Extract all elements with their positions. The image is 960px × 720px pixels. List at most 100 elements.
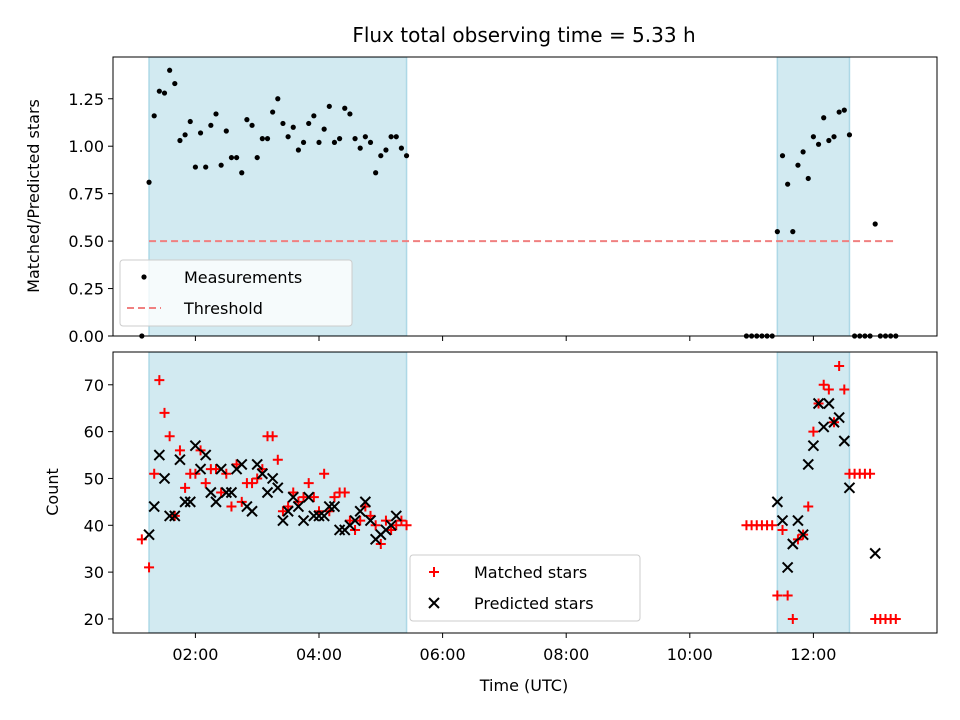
top-ytick-label: 0.00 [68,327,104,346]
matched-star-point [308,492,319,503]
matched-star-point [355,515,366,526]
measurement-point [403,153,410,159]
bottom-ytick-label: 50 [84,469,104,488]
bottom-ytick-label: 70 [84,376,104,395]
matched-star-point [818,379,829,390]
legend-x-marker [428,597,440,609]
bottom-ytick-label: 20 [84,610,104,629]
matched-star-point [226,501,237,512]
predicted-star-point [807,439,820,452]
measurement-point [337,136,343,142]
bottom-ytick-label: 40 [84,516,104,535]
measurement-point [800,149,806,155]
matched-star-point [303,478,314,489]
measurement-point [357,145,363,151]
predicted-star-point [287,491,299,503]
bottom-panel: 20 30 40 50 60 70 02:00 04:00 06:00 08:00 10:00 12:… [84,351,938,664]
top-ytick-label: 1.25 [68,90,104,109]
measurement-point [228,154,235,161]
measurement-point [398,145,404,151]
measurement-point [290,124,296,130]
matched-star-point [782,590,793,601]
predicted-star-point [323,500,336,513]
bottom-xtick-label: 06:00 [420,645,466,664]
measurement-point [810,134,817,140]
predicted-star-point [251,458,263,471]
bottom-axes-frame [112,351,938,634]
matched-star-point [216,487,227,498]
top-ytick-label: 0.50 [68,232,104,251]
measurement-point [373,170,379,176]
predicted-star-point [199,449,212,461]
predicted-star-point [189,439,202,452]
measurement-point [259,136,265,142]
matched-star-point [277,506,288,517]
predicted-star-point [781,561,794,574]
top-ytick-label: 1.00 [68,137,104,156]
predicted-star-point [236,458,248,471]
predicted-star-point [776,514,789,527]
predicted-star-point [210,496,222,508]
measurement-point [841,107,847,113]
top-ytick-label: 0.75 [68,185,104,204]
matched-star-point [865,468,876,479]
predicted-star-point [364,514,377,527]
measurement-point [234,154,240,161]
predicted-star-point [272,482,284,494]
bottom-plot-area [136,352,901,633]
measurement-point [790,229,796,235]
bottom-ytick-label: 30 [84,563,104,582]
legend-label: Measurements [184,268,302,287]
predicted-star-point [179,496,191,508]
matched-star-point [839,384,850,395]
predicted-star-point [282,505,294,517]
measurement-point [213,111,219,117]
predicted-star-point [158,472,171,485]
predicted-star-point [385,519,397,531]
measurement-point [779,153,786,159]
measurement-point [388,134,394,140]
predicted-star-point [843,482,856,494]
predicted-star-point [261,486,274,499]
measurement-point [208,122,214,128]
matched-star-point [154,375,165,386]
predicted-star-point [153,449,166,461]
chart-title: Flux total observing time = 5.33 h [352,23,695,47]
matched-star-point [159,407,170,418]
predicted-star-point [169,510,181,522]
measurement-point [146,179,152,185]
predicted-star-point [163,510,176,522]
matched-star-point [823,384,834,395]
matched-star-point [149,468,160,479]
matched-star-point [787,613,798,624]
measurement-point [182,132,188,138]
predicted-star-point [256,468,269,480]
top-shaded-interval [776,57,851,336]
predicted-star-point [308,510,320,522]
measurement-point [254,154,260,161]
matched-star-point [267,431,278,442]
measurement-point [197,130,204,136]
measurement-point [203,164,209,170]
matched-star-point [803,501,814,512]
top-legend: Measurements Threshold [119,259,353,327]
measurement-point [326,103,332,109]
measurement-point [223,128,229,134]
bottom-ytick-label: 60 [84,423,104,442]
predicted-star-point [302,491,315,503]
bottom-xtick-label: 02:00 [172,645,218,664]
predicted-star-point [869,547,881,560]
top-legend-box [119,259,353,327]
predicted-star-point [797,528,809,541]
matched-star-point [247,478,258,489]
matched-star-point [200,478,211,489]
measurement-point [795,162,801,168]
measurement-point [172,80,178,87]
matched-star-point [211,464,221,475]
measurement-point [321,126,327,132]
matched-star-point [890,613,901,624]
predicted-star-point [194,463,207,475]
measurement-point [280,120,286,127]
matched-star-point [174,445,185,456]
measurement-point [270,109,276,115]
